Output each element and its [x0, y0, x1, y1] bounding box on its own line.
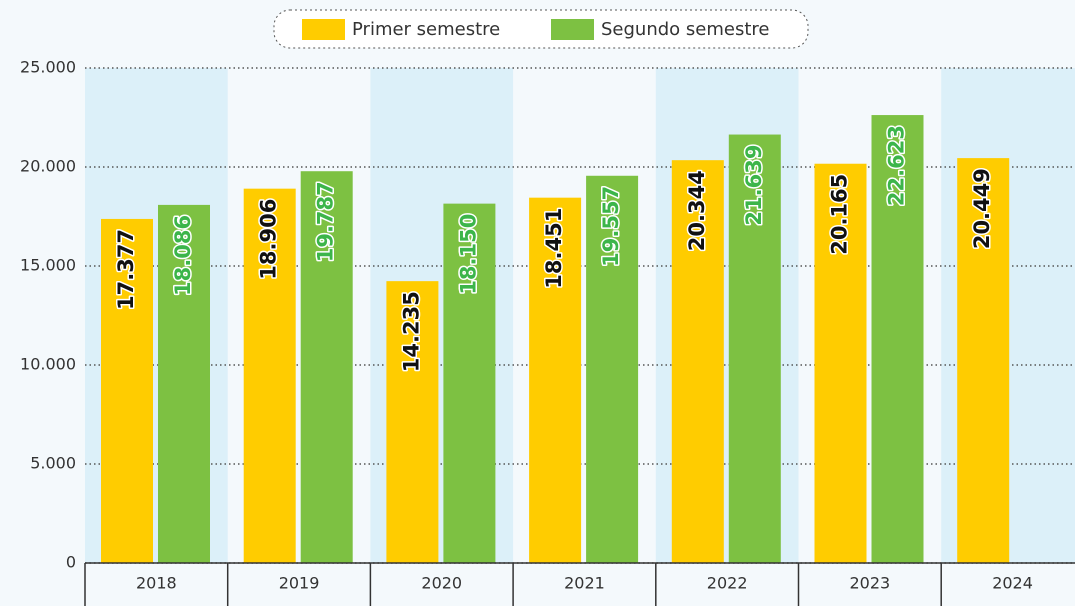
value-label: 22.623: [885, 125, 909, 206]
value-label: 19.557: [599, 186, 623, 267]
bar: [529, 197, 582, 563]
bar: [300, 171, 353, 563]
bar: [586, 175, 639, 563]
legend-swatch: [551, 19, 594, 40]
y-tick-label: 10.000: [20, 355, 76, 374]
value-label: 18.906: [257, 199, 281, 280]
bar: [814, 163, 867, 563]
bar: [386, 281, 439, 563]
x-tick-label: 2020: [421, 574, 462, 593]
y-tick-label: 5.000: [30, 454, 76, 473]
x-tick-label: 2023: [849, 574, 890, 593]
y-tick-label: 0: [66, 553, 76, 572]
value-label: 20.449: [970, 168, 994, 249]
y-tick-label: 15.000: [20, 256, 76, 275]
value-label: 19.787: [314, 181, 338, 262]
value-label: 18.451: [542, 208, 566, 289]
legend-swatch: [302, 19, 345, 40]
bar: [101, 218, 153, 563]
value-label: 17.377: [114, 229, 138, 310]
bar: [957, 158, 1010, 563]
x-tick-label: 2022: [707, 574, 748, 593]
legend-label: Segundo semestre: [601, 19, 769, 40]
x-tick-label: 2018: [136, 574, 177, 593]
x-tick-label: 2019: [279, 574, 320, 593]
value-label: 20.344: [685, 170, 709, 251]
x-tick-label: 2021: [564, 574, 605, 593]
value-label: 18.150: [456, 214, 480, 295]
value-label: 20.165: [828, 174, 852, 255]
x-tick-label: 2024: [992, 574, 1033, 593]
y-tick-label: 25.000: [20, 58, 76, 77]
bar: [871, 115, 924, 563]
value-label: 14.235: [399, 291, 423, 372]
bar: [443, 203, 496, 563]
value-label: 21.639: [742, 145, 766, 226]
bar: [158, 204, 210, 563]
legend-label: Primer semestre: [352, 19, 500, 40]
y-tick-label: 20.000: [20, 157, 76, 176]
bar: [671, 160, 724, 564]
bar: [728, 134, 781, 564]
value-label: 18.086: [171, 215, 195, 296]
bar: [243, 188, 296, 563]
legend-box: [273, 9, 809, 49]
